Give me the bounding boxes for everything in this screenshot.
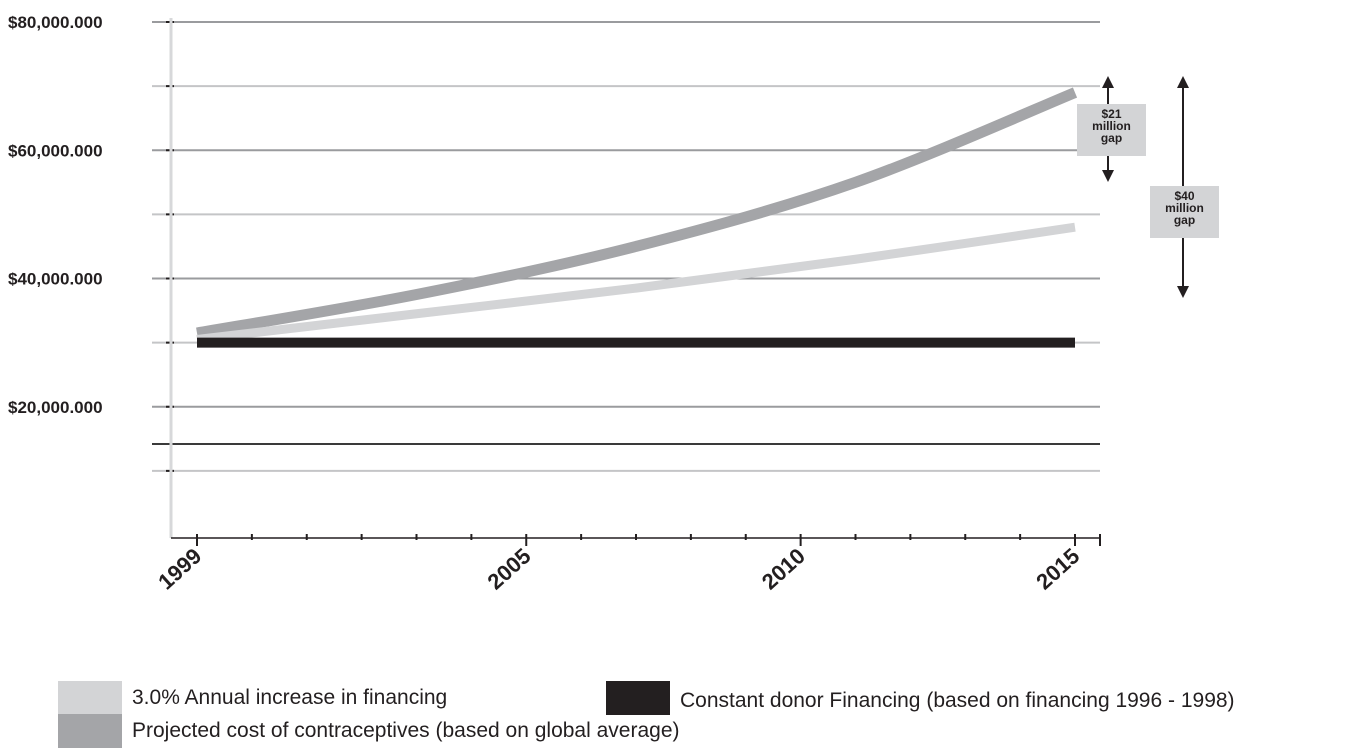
gap-label: gap [1174,213,1195,227]
x-tick-label: 2010 [757,543,810,594]
legend-label-annual-increase: 3.0% Annual increase in financing [132,686,448,709]
legend-item-projected-cost: Projected cost of contraceptives (based … [58,714,680,748]
x-tick-label: 1999 [153,543,206,594]
series-line-projected-cost [196,87,1078,339]
legend-label-projected-cost: Projected cost of contraceptives (based … [132,719,680,742]
legend-item-constant-donor: Constant donor Financing (based on finan… [606,681,1235,715]
x-tick-label: 2005 [482,543,535,594]
gap-arrow-head [1177,286,1189,298]
legend-item-annual-increase: 3.0% Annual increase in financing [58,681,447,715]
legend-label-constant-donor: Constant donor Financing (based on finan… [680,689,1235,712]
y-tick-label: $60,000.000 [8,141,103,160]
series-line-annual-increase [196,222,1076,344]
gap-label: million [1165,201,1204,215]
legend-swatch-annual-increase [58,681,122,715]
legend-swatch-projected-cost [58,714,122,748]
y-tick-label: $40,000.000 [8,270,103,289]
legend-swatch-constant-donor [606,681,670,715]
x-tick-labels: 1999 2005 2010 2015 [153,543,1084,594]
gap-arrow-head [1177,76,1189,88]
y-tick-label: $20,000.000 [8,398,103,417]
axes [166,18,1101,546]
gap-label: $40 [1174,189,1194,203]
series-lines [196,87,1078,348]
y-tick-labels: $80,000.000 $60,000.000 $40,000.000 $20,000… [8,13,103,417]
gap-box [1150,186,1219,238]
y-tick-label: $80,000.000 [8,13,103,32]
x-tick-label: 2015 [1031,543,1084,594]
gap-label: million [1092,119,1131,133]
gap-label: gap [1101,131,1122,145]
gap-label: $21 [1101,107,1121,121]
gap-arrow-head [1102,76,1114,88]
gap-box [1077,104,1146,156]
gap-arrow-head [1102,170,1114,182]
